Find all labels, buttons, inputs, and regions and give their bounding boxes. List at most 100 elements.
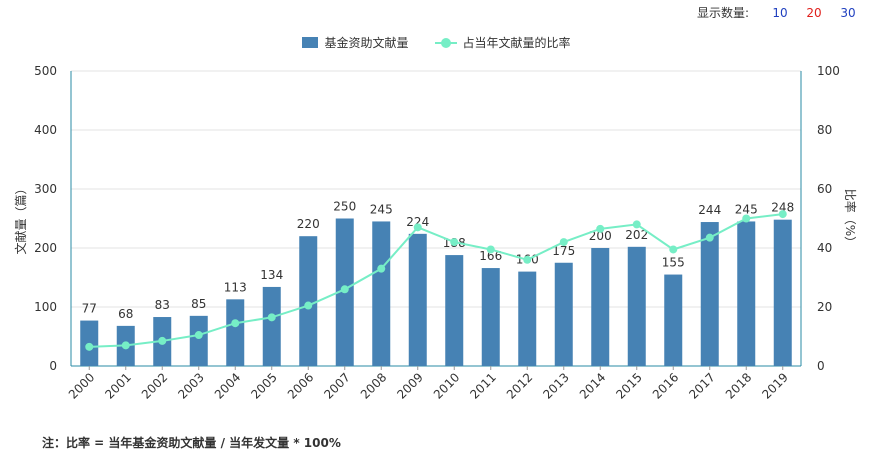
legend-label-line-series: 占当年文献量的比率 (462, 36, 571, 50)
display-count-label: 显示数量: (696, 6, 749, 20)
x-axis-tick-label: 2001 (102, 370, 133, 401)
bar (445, 255, 464, 366)
x-axis-tick-label: 2017 (686, 370, 717, 401)
ratio-series-line (89, 213, 783, 348)
x-axis-tick-label: 2003 (175, 370, 206, 401)
x-axis-tick-label: 2002 (139, 370, 170, 401)
bar-value-label: 244 (698, 203, 721, 217)
bar-value-label: 166 (479, 249, 502, 263)
y-axis-tick-label: 400 (34, 123, 57, 137)
bar-value-label: 113 (224, 280, 247, 294)
display-count-selector: 显示数量: 10 20 30 (697, 4, 865, 21)
bar-value-label: 220 (297, 217, 320, 231)
x-axis-tick-label: 2004 (212, 370, 243, 401)
y-axis-tick-label: 300 (34, 182, 57, 196)
x-axis-tick-label: 2012 (504, 370, 535, 401)
bar (664, 274, 683, 366)
x-axis-tick-label: 2013 (540, 370, 571, 401)
ratio-point (413, 223, 422, 232)
bar (262, 286, 281, 366)
y-axis-tick-label: 500 (34, 64, 57, 78)
chart-canvas: 0 100 200 300 400 500 0 20 40 60 80 100 文献量（篇） 比率（%） 7… (13, 64, 858, 402)
bar (700, 222, 719, 366)
bar (372, 221, 391, 366)
x-axis-tick-label: 2019 (759, 370, 790, 401)
x-axis-tick-label: 2006 (285, 370, 316, 401)
bar-value-label: 200 (589, 229, 612, 243)
bar-value-label: 83 (155, 298, 170, 312)
ratio-point (523, 255, 532, 264)
x-axis-tick-label: 2011 (467, 370, 498, 401)
ratio-point (742, 214, 751, 223)
x-axis-tick-label: 2015 (613, 370, 644, 401)
bar (627, 246, 646, 366)
x-axis-tick-label: 2010 (431, 370, 462, 401)
bar (481, 268, 500, 366)
bar (189, 315, 208, 366)
ratio-point (377, 264, 386, 273)
y2-axis-title: 比率（%） (843, 189, 858, 248)
y2-axis-tick-label: 40 (817, 241, 832, 255)
bar (773, 219, 792, 366)
bar-value-label: 248 (771, 201, 794, 215)
y-axis-tick-label: 100 (34, 300, 57, 314)
display-count-option-30[interactable]: 30 (840, 5, 856, 20)
ratio-point (559, 238, 568, 247)
bar-value-label: 85 (191, 297, 206, 311)
x-axis-tick-label: 2014 (577, 370, 608, 401)
ratio-point (85, 342, 94, 351)
x-axis-tick-label: 2000 (66, 370, 97, 401)
bar (226, 299, 245, 366)
ratio-point (632, 220, 641, 229)
bar-value-label: 245 (735, 202, 758, 216)
display-count-option-10[interactable]: 10 (772, 5, 788, 20)
x-axis-tick-label: 2009 (394, 370, 425, 401)
bar-value-label: 175 (552, 244, 575, 258)
y2-axis-tick-label: 60 (817, 182, 832, 196)
bar (737, 221, 756, 366)
bar-value-label: 202 (625, 228, 648, 242)
chart-legend: 基金资助文献量 占当年文献量的比率 (0, 34, 873, 51)
ratio-point (778, 210, 787, 219)
ratio-footnote: 注：比率 = 当年基金资助文献量 / 当年发文量 * 100% (42, 436, 341, 450)
bar-value-label: 155 (662, 256, 685, 270)
bar (554, 262, 573, 366)
bar-value-label: 77 (82, 302, 97, 316)
ratio-point (231, 319, 240, 328)
legend-item-bar-series[interactable]: 基金资助文献量 (302, 34, 409, 51)
x-axis-tick-label: 2018 (723, 370, 754, 401)
ratio-point (121, 341, 130, 350)
bar (408, 233, 427, 366)
y-axis-title: 文献量（篇） (13, 182, 28, 254)
y2-axis-tick-label: 80 (817, 123, 832, 137)
ratio-point (705, 233, 714, 242)
bar-value-label: 68 (118, 307, 133, 321)
x-axis-tick-label: 2005 (248, 370, 279, 401)
bar-value-label: 250 (333, 200, 356, 214)
y-axis-tick-label: 200 (34, 241, 57, 255)
bar-value-label: 245 (370, 202, 393, 216)
ratio-point (194, 331, 203, 340)
x-axis-tick-label: 2016 (650, 370, 681, 401)
ratio-point (596, 224, 605, 233)
ratio-point (158, 336, 167, 345)
ratio-point (267, 313, 276, 322)
legend-item-line-series[interactable]: 占当年文献量的比率 (434, 34, 571, 51)
ratio-point (486, 245, 495, 254)
y2-axis-tick-label: 20 (817, 300, 832, 314)
x-axis-tick-label: 2007 (321, 370, 352, 401)
bar (591, 248, 610, 366)
y-axis-tick-label: 0 (49, 359, 57, 373)
display-count-option-20[interactable]: 20 (806, 5, 822, 20)
ratio-point (669, 245, 678, 254)
y2-axis-tick-label: 100 (817, 64, 840, 78)
ratio-point (340, 285, 349, 294)
bar (518, 271, 537, 366)
bar-value-label: 224 (406, 215, 429, 229)
line-series-swatch-icon (434, 37, 457, 49)
bar-series-swatch-icon (302, 37, 319, 48)
ratio-point (450, 238, 459, 247)
ratio-point (304, 301, 313, 310)
bar-value-label: 134 (260, 268, 283, 282)
bar (299, 236, 318, 366)
